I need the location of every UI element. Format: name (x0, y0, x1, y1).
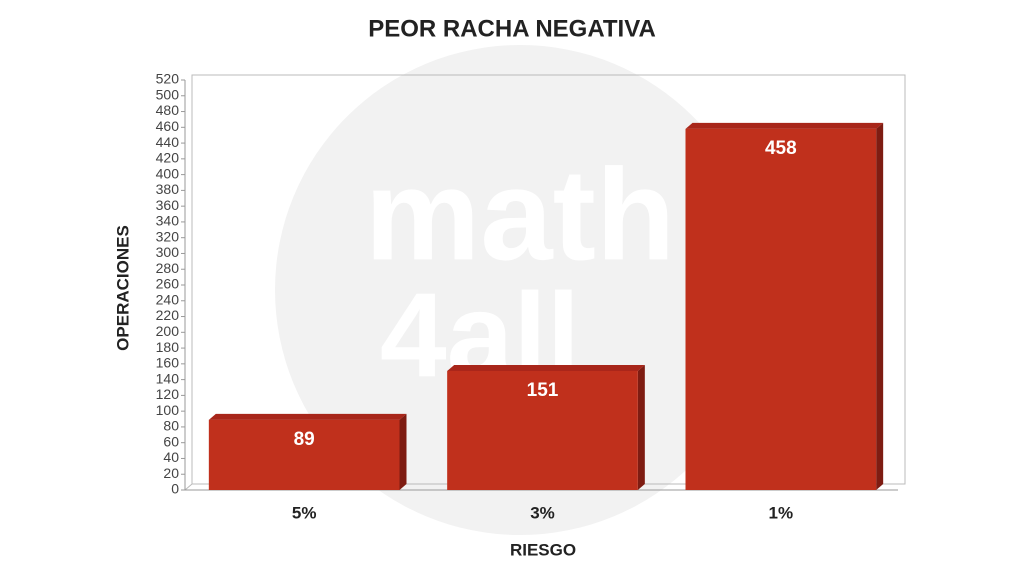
y-tick-label: 300 (156, 244, 180, 260)
y-tick-label: 40 (163, 449, 179, 465)
y-tick-label: 80 (163, 418, 179, 434)
bar-top (208, 413, 407, 420)
y-tick-label: 180 (156, 339, 180, 355)
y-tick-label: 360 (156, 197, 180, 213)
data-label: 151 (527, 380, 559, 401)
bar-top (685, 122, 884, 129)
bar-side (637, 364, 645, 490)
y-tick-label: 160 (156, 355, 180, 371)
x-tick-label: 3% (530, 503, 555, 522)
bar (208, 419, 400, 490)
y-tick-label: 320 (156, 228, 180, 244)
y-tick-label: 520 (156, 71, 180, 87)
bar (685, 128, 877, 490)
y-tick-label: 280 (156, 260, 180, 276)
y-tick-label: 460 (156, 118, 180, 134)
y-tick-label: 140 (156, 370, 180, 386)
x-axis-label: RIESGO (510, 540, 576, 559)
bar-side (399, 413, 407, 490)
bar (447, 370, 638, 490)
y-tick-label: 340 (156, 213, 180, 229)
y-tick-label: 240 (156, 291, 180, 307)
y-tick-label: 440 (156, 134, 180, 150)
y-tick-label: 260 (156, 276, 180, 292)
y-tick-label: 500 (156, 86, 180, 102)
x-tick-label: 5% (292, 503, 317, 522)
bar-top (447, 364, 645, 371)
x-tick-label: 1% (769, 503, 794, 522)
watermark-text: math (365, 141, 676, 287)
y-tick-label: 400 (156, 165, 180, 181)
y-tick-label: 200 (156, 323, 180, 339)
y-tick-label: 220 (156, 307, 180, 323)
y-tick-label: 380 (156, 181, 180, 197)
y-tick-label: 480 (156, 102, 180, 118)
chart-title: PEOR RACHA NEGATIVA (368, 15, 656, 42)
bar-side (876, 122, 884, 490)
y-tick-label: 120 (156, 386, 180, 402)
y-tick-label: 60 (163, 433, 179, 449)
y-tick-label: 420 (156, 150, 180, 166)
y-tick-label: 0 (171, 481, 179, 497)
data-label: 89 (294, 429, 315, 450)
y-tick-label: 20 (163, 465, 179, 481)
y-axis-label: OPERACIONES (113, 225, 132, 351)
data-label: 458 (765, 138, 797, 159)
y-tick-label: 100 (156, 402, 180, 418)
